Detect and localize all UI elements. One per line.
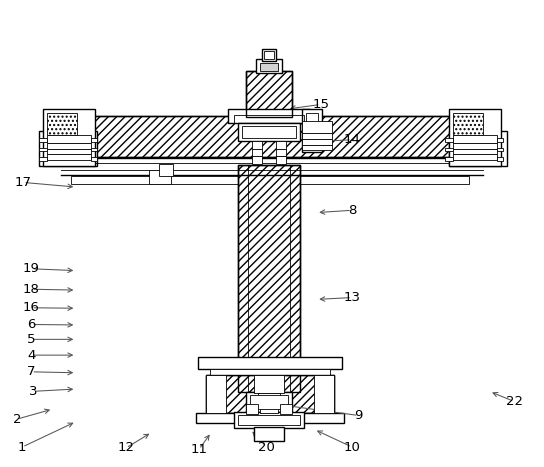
Bar: [302, 139, 332, 144]
Bar: [252, 156, 262, 164]
Bar: [71, 177, 469, 184]
Text: 14: 14: [344, 133, 361, 146]
Bar: [47, 142, 91, 149]
Bar: [250, 395, 288, 409]
Bar: [47, 134, 91, 142]
Bar: [39, 148, 47, 151]
Bar: [260, 63, 278, 71]
Bar: [254, 375, 284, 393]
Bar: [302, 120, 332, 133]
Bar: [61, 116, 479, 157]
Bar: [206, 375, 333, 413]
Bar: [238, 415, 300, 425]
Bar: [254, 427, 284, 441]
Bar: [453, 155, 497, 161]
Bar: [199, 357, 342, 369]
Bar: [252, 141, 262, 149]
Bar: [449, 109, 500, 166]
Bar: [47, 149, 91, 155]
Bar: [256, 59, 282, 73]
Bar: [159, 164, 172, 177]
Bar: [276, 141, 286, 149]
Bar: [47, 113, 77, 134]
Bar: [39, 138, 47, 142]
Bar: [252, 149, 262, 156]
Text: 4: 4: [27, 349, 35, 361]
Text: 6: 6: [27, 318, 35, 331]
Text: 9: 9: [354, 409, 363, 422]
Bar: [246, 71, 292, 117]
Bar: [246, 392, 292, 412]
Bar: [228, 109, 310, 123]
Text: 12: 12: [118, 441, 134, 454]
Bar: [276, 149, 286, 156]
Bar: [44, 109, 95, 166]
Text: 10: 10: [344, 440, 361, 453]
Bar: [497, 148, 503, 151]
Bar: [453, 113, 483, 134]
Bar: [445, 138, 453, 142]
Bar: [39, 131, 97, 166]
Bar: [445, 148, 453, 151]
Text: 16: 16: [23, 301, 40, 314]
Bar: [246, 404, 258, 414]
Bar: [445, 157, 453, 162]
Bar: [260, 403, 278, 413]
Bar: [61, 116, 479, 157]
Text: 15: 15: [312, 98, 329, 111]
Bar: [47, 155, 91, 161]
Text: 17: 17: [15, 176, 32, 189]
Bar: [234, 412, 304, 428]
Bar: [238, 165, 300, 392]
Bar: [206, 375, 333, 413]
Bar: [91, 138, 97, 142]
Bar: [91, 148, 97, 151]
Bar: [453, 134, 497, 142]
Bar: [262, 49, 276, 61]
Bar: [39, 157, 47, 162]
Text: 11: 11: [190, 443, 207, 456]
Text: 20: 20: [258, 440, 275, 453]
Bar: [306, 113, 318, 149]
Bar: [302, 133, 332, 139]
Bar: [497, 157, 503, 162]
Bar: [453, 142, 497, 149]
Bar: [238, 123, 300, 141]
Bar: [238, 165, 300, 392]
Bar: [196, 413, 344, 423]
Text: 3: 3: [29, 385, 37, 398]
Text: 7: 7: [27, 365, 35, 378]
Bar: [242, 126, 296, 138]
Text: 8: 8: [348, 204, 356, 217]
Bar: [276, 156, 286, 164]
Bar: [91, 157, 97, 162]
Bar: [149, 170, 171, 184]
Bar: [206, 375, 226, 413]
Bar: [314, 375, 333, 413]
Bar: [453, 149, 497, 155]
Text: 2: 2: [13, 413, 21, 426]
Bar: [264, 51, 274, 59]
Bar: [302, 109, 322, 153]
Text: 22: 22: [506, 395, 523, 408]
Bar: [246, 71, 292, 117]
Bar: [211, 369, 330, 375]
Bar: [258, 393, 280, 403]
Text: 13: 13: [343, 291, 361, 304]
Bar: [449, 131, 506, 166]
Bar: [280, 404, 292, 414]
Text: 19: 19: [23, 262, 40, 275]
Text: 1: 1: [18, 440, 27, 453]
Bar: [497, 138, 503, 142]
Text: 5: 5: [27, 333, 35, 346]
Bar: [302, 144, 332, 150]
Text: 18: 18: [23, 283, 40, 296]
Bar: [234, 115, 304, 123]
